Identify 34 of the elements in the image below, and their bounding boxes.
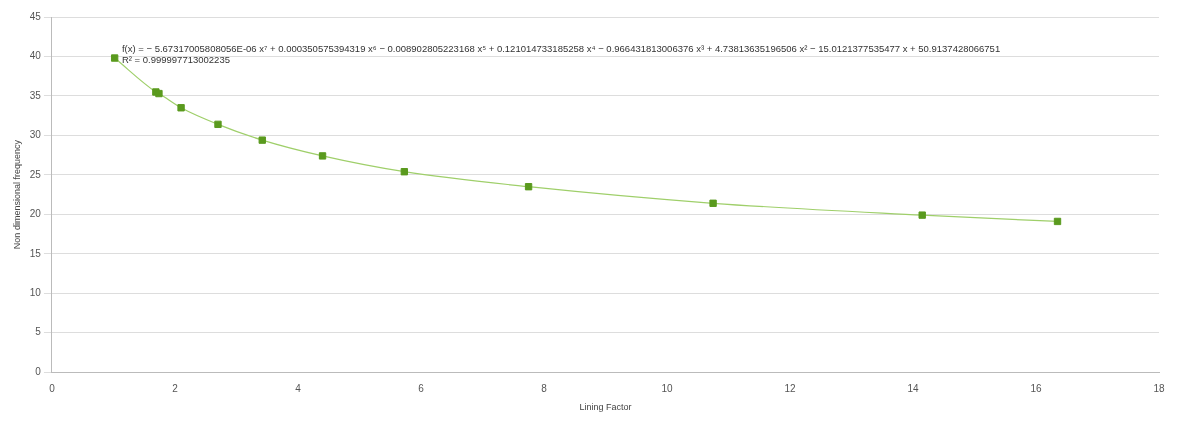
- x-tick-label: 12: [784, 382, 796, 394]
- annotation: f(x) = − 5.67317005808056E-06 x⁷ + 0.000350575394319 x⁶ − 0.008902805223168 x⁵ + 0.121014733185258 x⁴ − 0.966431813006376 x³ + 4.73813635196506 x² − 15.0121377535477 x + 50.9137428066751: [121, 42, 1001, 54]
- x-tick-label: 10: [661, 382, 673, 394]
- point: [918, 211, 926, 219]
- y-tick-label: 40: [29, 50, 42, 62]
- annotation: R² = 0.999997713002235: [121, 53, 230, 65]
- point: [400, 168, 409, 176]
- point: [1053, 217, 1062, 226]
- y-tick-label: 25: [29, 168, 42, 180]
- x-tick-label: 16: [1030, 382, 1042, 394]
- point: [177, 104, 185, 112]
- point: [214, 120, 222, 129]
- x-tick-label: 18: [1153, 382, 1165, 394]
- y-tick-label: 20: [29, 208, 42, 220]
- point: [318, 152, 327, 160]
- y-tick-label: 0: [35, 365, 42, 377]
- x-axis-title: Lining Factor: [579, 402, 632, 413]
- y-tick-label: 5: [35, 326, 42, 338]
- point: [709, 199, 717, 207]
- y-tick-label: 30: [29, 129, 42, 141]
- x-tick-label: 2: [172, 382, 179, 394]
- x-tick-label: 8: [541, 382, 548, 394]
- x-tick-label: 4: [295, 382, 302, 394]
- x-tick-label: 6: [418, 382, 425, 394]
- y-axis-title: Non dimensional frequency: [11, 139, 22, 250]
- y-tick-label: 10: [29, 287, 42, 299]
- point: [110, 54, 119, 62]
- point: [524, 183, 533, 191]
- y-tick-label: 45: [29, 10, 42, 22]
- x-tick-label: 0: [49, 382, 56, 394]
- x-tick-label: 14: [907, 382, 919, 394]
- point: [258, 136, 266, 144]
- y-tick-label: 15: [29, 247, 42, 259]
- y-tick-label: 35: [29, 89, 42, 101]
